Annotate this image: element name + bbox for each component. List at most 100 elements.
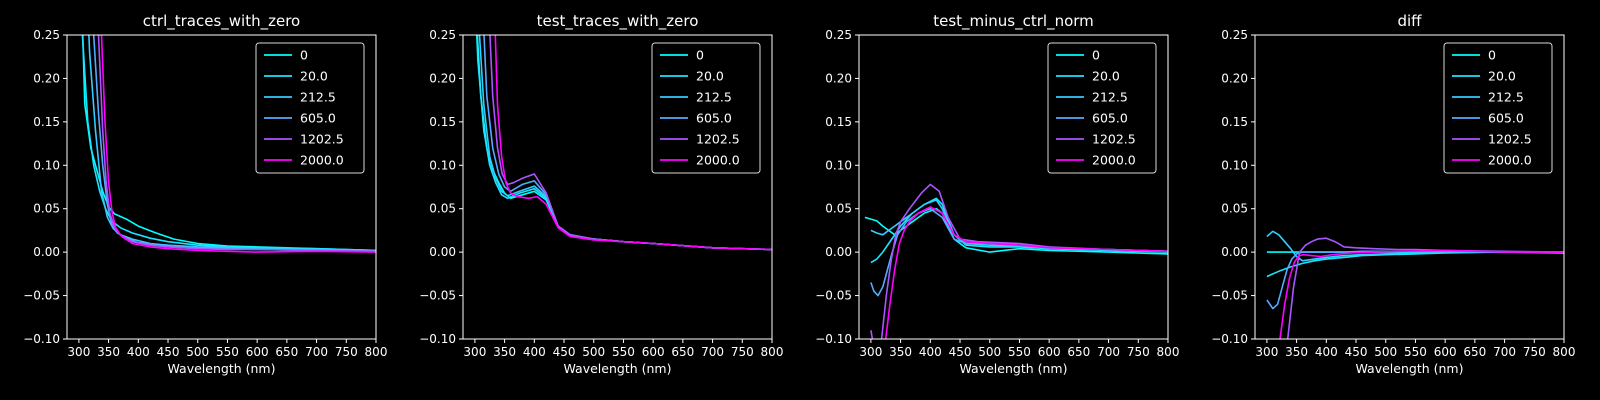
y-tick-label: −0.10 xyxy=(815,332,852,346)
legend-entry: 20.0 xyxy=(696,69,724,84)
x-tick-label: 500 xyxy=(186,345,209,359)
x-axis-label: Wavelength (nm) xyxy=(564,361,672,376)
y-tick-label: 0.15 xyxy=(1221,115,1248,129)
y-tick-label: −0.05 xyxy=(1211,289,1248,303)
legend-entry: 2000.0 xyxy=(696,153,740,168)
series-line-4 xyxy=(870,183,1168,339)
chart-title: test_minus_ctrl_norm xyxy=(933,12,1094,31)
legend: 0 20.0 212.5 605.0 1202.5 2000.0 xyxy=(1047,42,1157,174)
x-tick-label: 400 xyxy=(523,345,546,359)
series-group xyxy=(1266,230,1564,339)
x-tick-label: 550 xyxy=(1008,345,1031,359)
legend-entry: 2000.0 xyxy=(1092,153,1136,168)
legend: 0 20.0 212.5 605.0 1202.5 2000.0 xyxy=(255,42,365,174)
x-tick-label: 650 xyxy=(275,345,298,359)
legend-entry: 2000.0 xyxy=(1488,153,1532,168)
plot-frame xyxy=(1254,34,1565,340)
x-tick-label: 500 xyxy=(1374,345,1397,359)
x-tick-label: 400 xyxy=(919,345,942,359)
x-tick-label: 600 xyxy=(1038,345,1061,359)
y-tick-label: 0.20 xyxy=(429,71,456,85)
legend-entry: 2000.0 xyxy=(300,153,344,168)
y-tick-label: −0.05 xyxy=(419,289,456,303)
x-tick-label: 350 xyxy=(493,345,516,359)
series-line-1 xyxy=(1266,251,1564,278)
plot-frame xyxy=(858,34,1169,340)
legend-entry: 0 xyxy=(1092,48,1100,63)
y-tick-label: 0.15 xyxy=(33,115,60,129)
x-tick-label: 550 xyxy=(216,345,239,359)
legend-entry: 212.5 xyxy=(1488,90,1524,105)
x-tick-label: 700 xyxy=(305,345,328,359)
x-axis-label: Wavelength (nm) xyxy=(960,361,1068,376)
x-tick-label: 700 xyxy=(1493,345,1516,359)
legend-entry: 1202.5 xyxy=(696,132,740,147)
x-tick-label: 650 xyxy=(1067,345,1090,359)
x-tick-label: 600 xyxy=(642,345,665,359)
legend-entry: 212.5 xyxy=(1092,90,1128,105)
plot-frame xyxy=(66,34,377,340)
chart-title: test_traces_with_zero xyxy=(537,12,699,31)
x-tick-label: 350 xyxy=(1285,345,1308,359)
y-tick-label: 0.05 xyxy=(429,202,456,216)
series-line-0 xyxy=(864,207,1168,255)
x-tick-label: 350 xyxy=(889,345,912,359)
legend-entry: 20.0 xyxy=(300,69,328,84)
y-tick-label: 0.10 xyxy=(1221,158,1248,172)
y-tick-label: 0.20 xyxy=(33,71,60,85)
x-tick-label: 500 xyxy=(978,345,1001,359)
x-tick-label: 550 xyxy=(1404,345,1427,359)
y-tick-label: 0.25 xyxy=(1221,28,1248,42)
y-tick-label: 0.25 xyxy=(33,28,60,42)
x-tick-label: 450 xyxy=(949,345,972,359)
series-line-2 xyxy=(88,35,376,252)
legend-entry: 212.5 xyxy=(696,90,732,105)
y-tick-label: 0.00 xyxy=(1221,245,1248,259)
x-tick-label: 300 xyxy=(463,345,486,359)
series-line-4 xyxy=(97,35,376,253)
legend-entry: 0 xyxy=(696,48,704,63)
x-tick-label: 450 xyxy=(553,345,576,359)
x-tick-label: 500 xyxy=(582,345,605,359)
legend-entry: 20.0 xyxy=(1488,69,1516,84)
legend-entry: 0 xyxy=(1488,48,1496,63)
y-tick-label: 0.05 xyxy=(825,202,852,216)
y-tick-label: 0.10 xyxy=(33,158,60,172)
chart-panel-3: 300 350 400 450 500 550 600 650 700 750 800 −0.10 −0… xyxy=(815,12,1179,376)
y-tick-label: −0.10 xyxy=(419,332,456,346)
series-line-2 xyxy=(1266,230,1564,262)
x-tick-label: 750 xyxy=(335,345,358,359)
x-tick-label: 700 xyxy=(1097,345,1120,359)
series-group xyxy=(475,35,772,251)
x-tick-label: 650 xyxy=(671,345,694,359)
x-tick-label: 750 xyxy=(1523,345,1546,359)
x-tick-label: 800 xyxy=(1157,345,1180,359)
x-tick-label: 300 xyxy=(859,345,882,359)
y-tick-label: −0.05 xyxy=(815,289,852,303)
legend-entry: 605.0 xyxy=(300,111,336,126)
legend-entry: 20.0 xyxy=(1092,69,1120,84)
legend: 0 20.0 212.5 605.0 1202.5 2000.0 xyxy=(1443,42,1553,174)
x-axis-label: Wavelength (nm) xyxy=(168,361,276,376)
x-tick-label: 600 xyxy=(1434,345,1457,359)
series-line-5 xyxy=(494,35,772,251)
legend-entry: 605.0 xyxy=(1092,111,1128,126)
chart-title: ctrl_traces_with_zero xyxy=(143,12,300,31)
x-tick-label: 550 xyxy=(612,345,635,359)
series-line-1 xyxy=(870,197,1168,264)
y-tick-label: 0.00 xyxy=(33,245,60,259)
series-line-5 xyxy=(884,206,1168,339)
y-tick-label: 0.10 xyxy=(429,158,456,172)
x-tick-label: 350 xyxy=(97,345,120,359)
x-tick-label: 400 xyxy=(127,345,150,359)
chart-title: diff xyxy=(1397,12,1422,30)
y-tick-label: −0.10 xyxy=(1211,332,1248,346)
series-line-5 xyxy=(100,35,376,253)
legend-entry: 1202.5 xyxy=(300,132,344,147)
x-tick-label: 800 xyxy=(365,345,388,359)
series-line-1 xyxy=(81,35,376,252)
x-tick-label: 300 xyxy=(67,345,90,359)
legend: 0 20.0 212.5 605.0 1202.5 2000.0 xyxy=(651,42,761,174)
x-axis-label: Wavelength (nm) xyxy=(1356,361,1464,376)
